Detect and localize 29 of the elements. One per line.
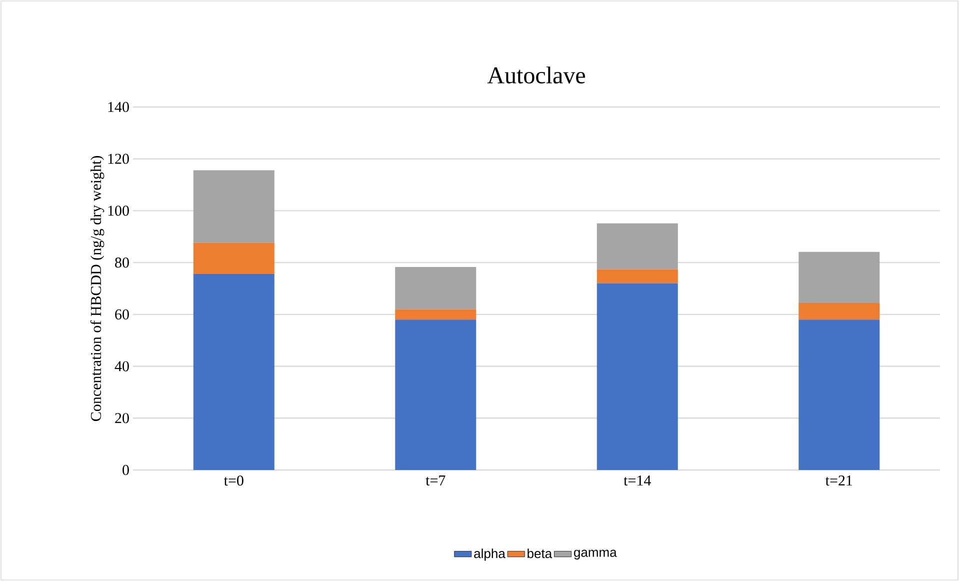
bar	[395, 320, 476, 470]
legend-label: beta	[528, 548, 552, 558]
y-tick-label: 0	[122, 464, 129, 476]
bar	[798, 303, 880, 320]
bar	[596, 269, 678, 284]
y-tick-label: 80	[115, 258, 129, 268]
bar	[193, 242, 274, 274]
bar	[193, 170, 274, 243]
x-tick-label: t=21	[825, 476, 852, 486]
bar	[798, 252, 880, 304]
y-tick-label: 60	[115, 309, 129, 320]
y-tick-label: 40	[114, 361, 129, 372]
y-tick-label: 100	[108, 206, 129, 216]
x-tick-label: t=0	[224, 476, 244, 486]
chart-title: Autoclave	[487, 66, 586, 84]
bar	[596, 283, 678, 470]
y-tick-label: 140	[108, 102, 129, 112]
bar	[395, 309, 476, 320]
bar	[596, 223, 678, 270]
y-tick-label: 20	[115, 413, 129, 424]
bar	[798, 320, 880, 470]
x-tick-label: t=7	[426, 476, 446, 486]
bar	[193, 274, 274, 470]
legend-label: gamma	[574, 550, 617, 560]
y-axis-title: Concentration of HBCDD (ng/g dry weight)	[90, 156, 104, 421]
legend-label: alpha	[474, 548, 506, 561]
bar	[395, 266, 476, 310]
x-tick-label: t=14	[624, 476, 651, 486]
y-tick-label: 120	[108, 154, 129, 164]
